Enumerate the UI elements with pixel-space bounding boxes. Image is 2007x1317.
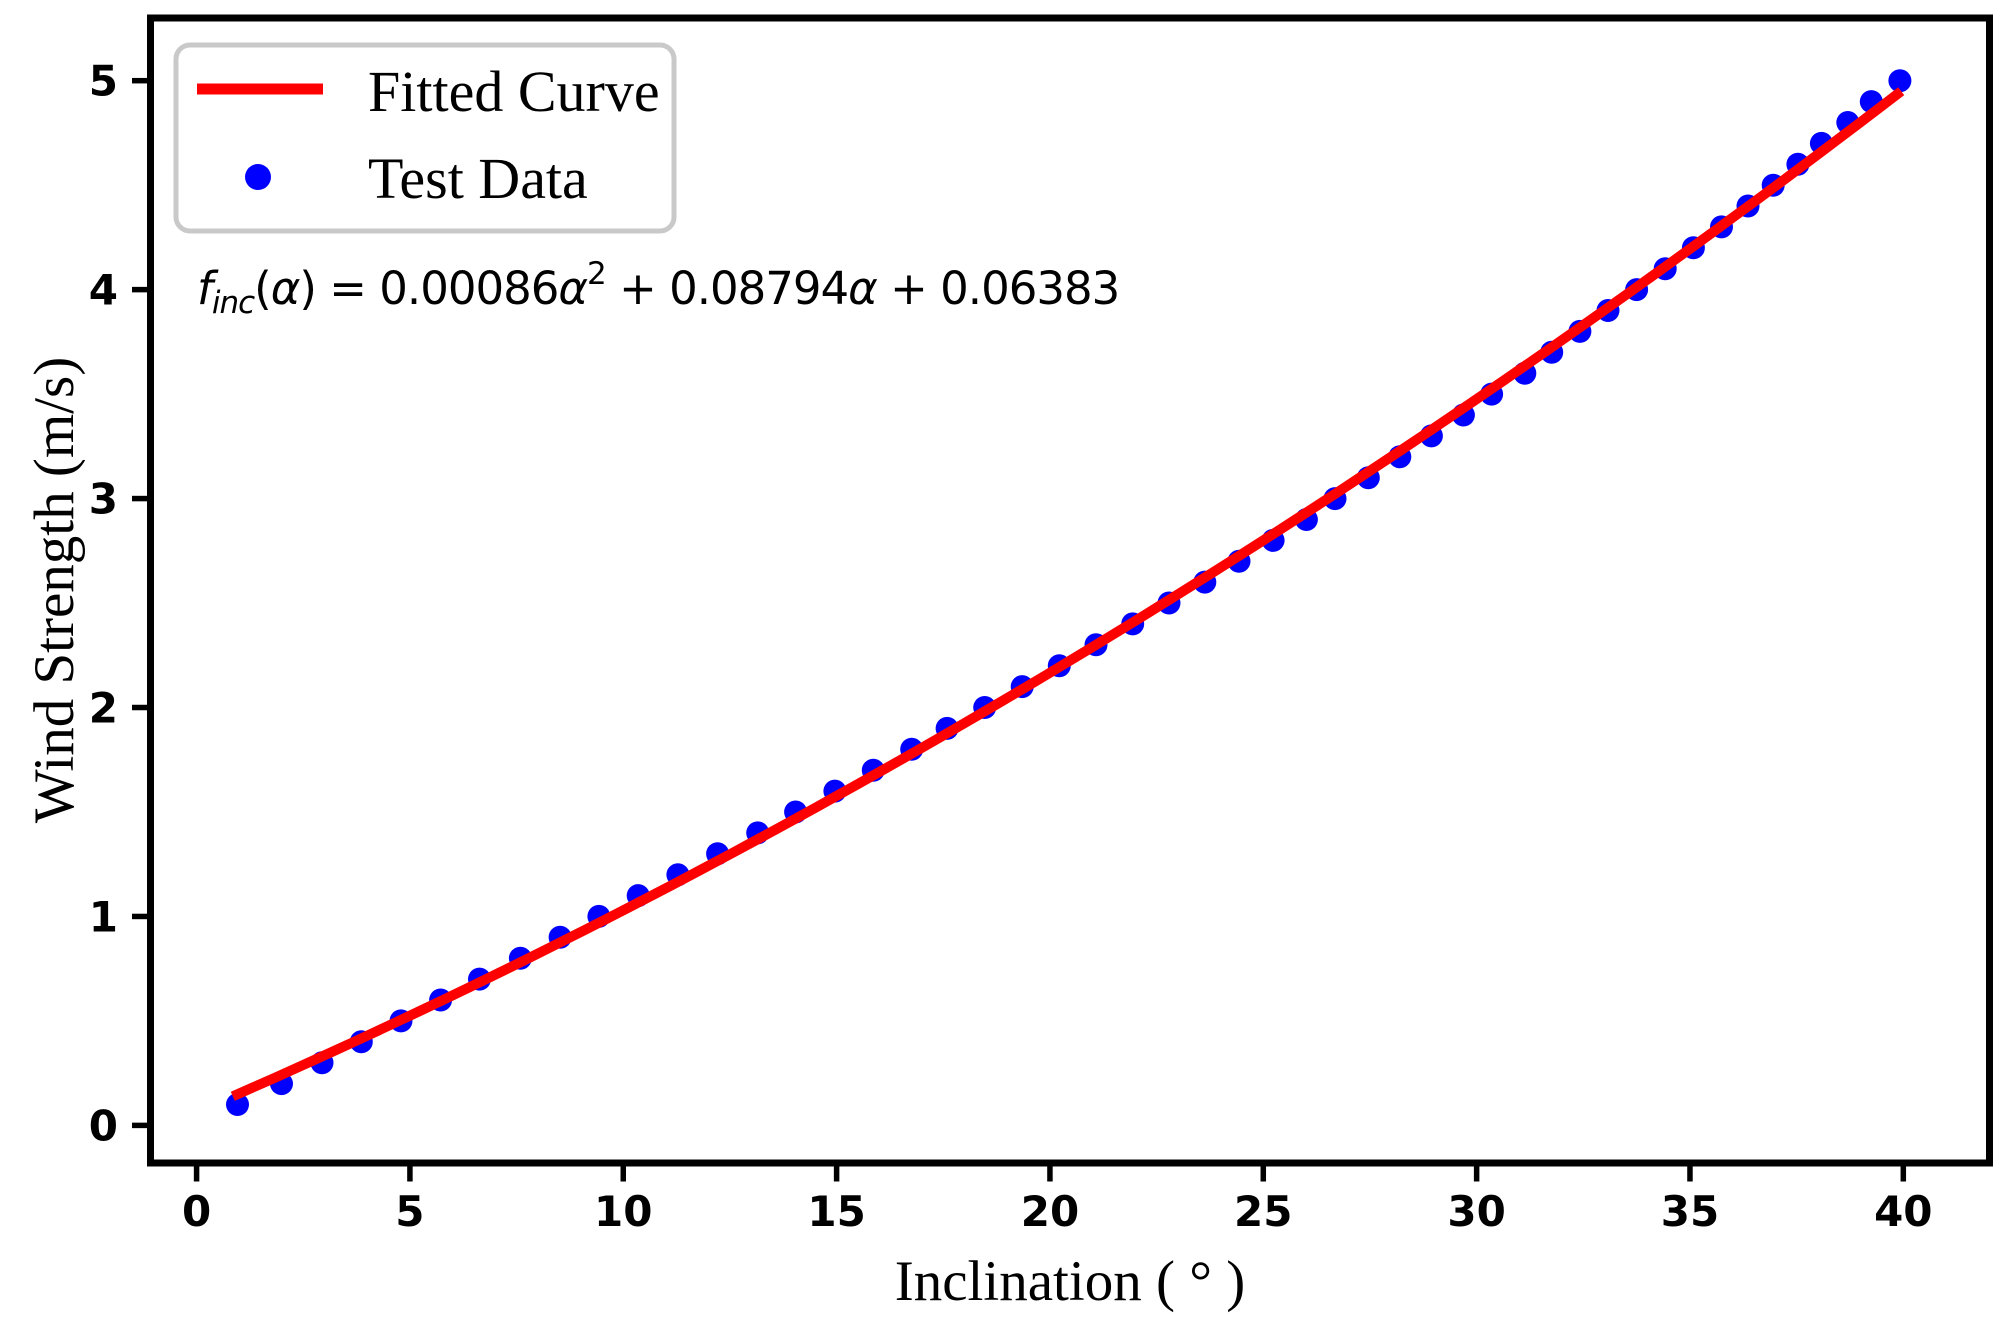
equation-text: + 0.08794 (606, 262, 848, 315)
y-tick-label: 3 (89, 475, 118, 524)
equation-sup: 2 (587, 256, 606, 292)
legend: Fitted Curve Test Data (173, 42, 677, 234)
x-tick-label: 15 (807, 1187, 865, 1236)
x-tick-label: 25 (1234, 1187, 1292, 1236)
axis-ticks: 0 5 10 15 20 25 30 35 40 0 1 2 3 4 5 (89, 57, 1933, 1236)
x-tick-label: 20 (1021, 1187, 1079, 1236)
x-tick-label: 40 (1874, 1187, 1932, 1236)
x-tick-label: 35 (1661, 1187, 1719, 1236)
equation-text: + 0.06383 (877, 262, 1119, 315)
y-tick-label: 4 (89, 266, 118, 315)
data-point (226, 1093, 249, 1116)
y-tick-label: 5 (89, 57, 118, 106)
y-tick-label: 2 (89, 684, 118, 733)
equation-sub: inc (212, 285, 255, 321)
x-tick-label: 0 (182, 1187, 211, 1236)
equation-text: α (848, 262, 878, 315)
y-tick-label: 1 (89, 892, 118, 941)
equation-text: α (558, 262, 588, 315)
fitted-curve-line (230, 87, 1905, 1101)
legend-label-test-data: Test Data (368, 146, 588, 211)
fitted-curve-path (230, 87, 1905, 1101)
equation-text: α (271, 262, 301, 315)
x-tick-label: 10 (594, 1187, 652, 1236)
y-tick-label: 0 (89, 1101, 118, 1150)
y-axis-label: Wind Strength (m/s) (23, 357, 86, 823)
x-tick-label: 5 (395, 1187, 424, 1236)
equation-text: ( (254, 262, 271, 315)
legend-dot-sample (245, 164, 271, 190)
x-tick-label: 30 (1447, 1187, 1505, 1236)
legend-label-fitted-curve: Fitted Curve (368, 59, 660, 124)
plot-border (147, 14, 1993, 1167)
fit-equation-annotation: finc(α) = 0.00086α2 + 0.08794α + 0.06383 (197, 256, 1119, 321)
equation-text: ) = 0.00086 (299, 262, 558, 315)
data-point (1888, 69, 1912, 93)
x-axis-label: Inclination ( ° ) (895, 1250, 1245, 1313)
